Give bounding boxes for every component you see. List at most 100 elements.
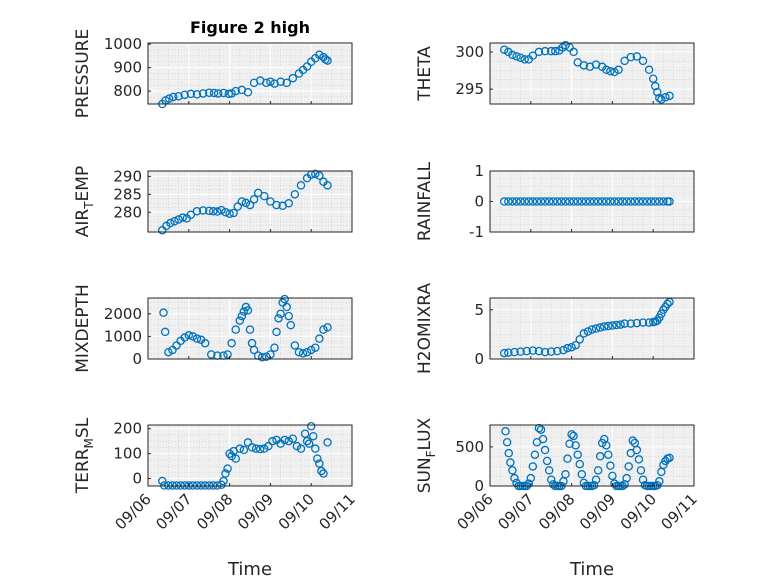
data-point — [571, 441, 580, 450]
data-point — [528, 197, 538, 206]
data-point — [500, 45, 509, 54]
data-point — [223, 350, 232, 359]
data-point — [209, 88, 219, 98]
data-point — [632, 318, 642, 328]
data-point — [534, 346, 544, 356]
data-point — [665, 453, 674, 463]
data-point — [247, 443, 257, 452]
data-point — [288, 73, 298, 83]
data-point — [532, 197, 542, 206]
data-point — [520, 197, 529, 206]
data-point — [164, 347, 173, 357]
data-point — [284, 199, 294, 208]
y-axis-label: THETA — [415, 46, 435, 102]
data-point — [540, 347, 550, 357]
data-point — [264, 441, 273, 451]
data-point — [510, 473, 519, 483]
y-tick-label: 1000 — [104, 35, 142, 53]
data-point — [192, 90, 202, 99]
data-point — [591, 324, 601, 333]
data-point — [628, 436, 638, 445]
data-point — [504, 348, 513, 357]
data-point — [298, 349, 308, 358]
data-point — [665, 197, 674, 206]
data-point — [213, 89, 223, 98]
data-point — [577, 470, 587, 479]
data-point — [516, 53, 525, 63]
data-point — [604, 450, 613, 459]
data-point — [504, 197, 513, 206]
data-point — [650, 197, 660, 206]
data-point — [502, 437, 512, 447]
data-point — [192, 206, 202, 216]
data-point — [561, 470, 570, 479]
data-point — [219, 88, 228, 98]
data-point — [573, 197, 582, 206]
data-point — [524, 479, 534, 488]
data-point — [192, 334, 202, 343]
data-point — [591, 475, 601, 484]
data-point — [315, 459, 324, 468]
data-point — [546, 46, 556, 56]
data-point — [315, 171, 324, 180]
data-point — [251, 444, 261, 453]
data-point — [540, 46, 550, 56]
data-point — [610, 197, 619, 206]
data-point — [524, 197, 534, 206]
y-tick-label: 0 — [474, 477, 484, 495]
data-point — [221, 208, 230, 217]
data-point — [650, 81, 660, 91]
data-point — [323, 323, 332, 332]
y-tick-label: 100 — [113, 445, 142, 463]
data-point — [282, 302, 291, 312]
data-point — [235, 316, 245, 325]
data-point — [595, 452, 605, 461]
data-point — [638, 56, 648, 66]
data-point — [530, 450, 540, 459]
data-point — [217, 205, 226, 215]
y-tick-label: 800 — [113, 82, 142, 100]
data-point — [231, 454, 240, 463]
y-tick-label: 2000 — [104, 305, 142, 323]
data-point — [565, 439, 574, 449]
data-point — [508, 197, 517, 206]
data-point — [599, 322, 609, 331]
data-point — [546, 347, 556, 356]
y-tick-label: 1000 — [104, 327, 142, 345]
data-point — [559, 345, 568, 355]
x-tick-label: 09/10 — [275, 490, 318, 533]
data-point — [655, 197, 664, 206]
data-point — [159, 308, 168, 317]
x-tick-label: 09/11 — [658, 490, 701, 533]
data-point — [569, 47, 578, 57]
data-point — [548, 197, 558, 206]
data-point — [561, 197, 570, 206]
data-point — [239, 307, 249, 316]
data-point — [585, 197, 595, 206]
data-point — [630, 197, 640, 206]
data-point — [528, 462, 538, 471]
data-point — [665, 91, 674, 101]
data-point — [661, 93, 670, 102]
data-point — [317, 466, 326, 476]
data-point — [260, 191, 269, 201]
data-point — [313, 454, 322, 463]
data-point — [166, 218, 175, 228]
data-point — [257, 352, 267, 362]
y-tick-label: 5 — [474, 301, 484, 319]
data-point — [198, 206, 208, 215]
data-point — [589, 480, 599, 490]
subplot-theta: 295 300 THETA — [415, 40, 695, 105]
y-axis-label-part: SUN — [415, 457, 435, 493]
data-point — [534, 47, 544, 57]
data-point — [624, 462, 633, 471]
data-point — [241, 198, 251, 208]
data-point — [606, 197, 615, 206]
data-point — [634, 197, 644, 206]
data-point — [169, 92, 178, 102]
y-tick-label: 0 — [132, 470, 142, 488]
data-point — [510, 347, 519, 357]
data-point — [160, 327, 170, 337]
data-point — [565, 197, 574, 206]
